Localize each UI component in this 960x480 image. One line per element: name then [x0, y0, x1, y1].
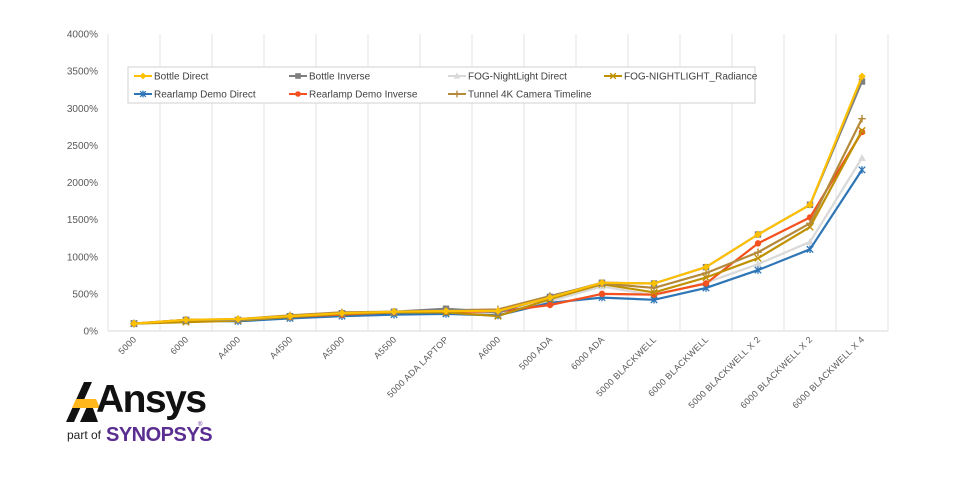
ansys-wordmark: Ansys [96, 378, 207, 421]
data-point [390, 307, 398, 316]
x-tick-label: 5000 [116, 334, 138, 356]
data-point [598, 278, 606, 287]
data-point [338, 309, 346, 317]
data-point [453, 90, 461, 98]
registered-mark: ® [198, 422, 203, 428]
data-point [858, 153, 866, 161]
data-point [754, 230, 762, 239]
data-point [806, 237, 814, 245]
data-point [139, 90, 147, 98]
legend-item: FOG-NightLight Direct [448, 72, 567, 83]
data-point [182, 316, 190, 324]
series-lines [130, 72, 866, 328]
x-tick-label: A5500 [372, 334, 399, 361]
series-line [132, 129, 864, 325]
legend: Bottle Direct Bottle Inverse FOG-NightLigh… [127, 66, 758, 104]
legend-item: Tunnel 4K Camera Timeline [448, 90, 592, 101]
x-tick-label: A6000 [476, 334, 503, 361]
x-tick-label: 5000 ADA [517, 334, 554, 371]
legend-item: Rearlamp Demo Direct [134, 90, 256, 101]
data-point [806, 200, 814, 209]
y-tick-label: 2000% [67, 178, 98, 189]
legend-label: Bottle Direct [154, 72, 209, 83]
legend-label: Bottle Inverse [309, 72, 371, 83]
data-point [546, 293, 554, 302]
series-line [132, 156, 864, 325]
series-fog-nightlight-direct [130, 153, 866, 327]
data-point [702, 280, 710, 287]
data-point [858, 126, 866, 135]
legend-box [127, 66, 756, 104]
y-tick-label: 500% [72, 289, 98, 300]
x-tick-label: A4500 [268, 334, 295, 361]
x-tick-label: 6000 [168, 334, 190, 356]
legend-item: FOG-NIGHTLIGHT_Radiance [604, 72, 758, 83]
y-tick-label: 3000% [67, 104, 98, 115]
legend-label: Tunnel 4K Camera Timeline [468, 90, 592, 101]
series-line [132, 130, 864, 325]
y-axis-tick-labels: 0% 500% 1000% 1500% 2000% 2500% 3000% 3500% 4000… [67, 30, 98, 338]
data-point [806, 219, 814, 228]
synopsys-wordmark: SYNOPSYS [106, 424, 213, 446]
y-tick-label: 0% [84, 327, 99, 338]
series-bottle-direct [130, 72, 866, 328]
series-line [132, 75, 864, 325]
y-tick-label: 1500% [67, 215, 98, 226]
series-fog-nightlight-radiance [130, 126, 866, 328]
series-line [132, 117, 864, 325]
data-point [754, 248, 762, 257]
data-point [754, 240, 762, 247]
data-point [234, 315, 242, 323]
data-point [650, 279, 658, 288]
data-point [598, 290, 606, 298]
y-tick-label: 1000% [67, 252, 98, 263]
y-tick-label: 2500% [67, 141, 98, 152]
part-of-label: part of [67, 428, 102, 442]
data-point [295, 91, 301, 97]
data-point [754, 254, 762, 262]
series-tunnel-4k-camera-timeline [130, 114, 866, 328]
data-point [754, 266, 762, 274]
legend-label: FOG-NIGHTLIGHT_Radiance [624, 72, 758, 83]
legend-label: FOG-NightLight Direct [468, 72, 567, 83]
x-tick-label: 6000 ADA [569, 334, 606, 371]
x-tick-label: A4000 [216, 334, 243, 361]
data-point [858, 78, 866, 85]
series-bottle-inverse [130, 78, 866, 327]
data-point [609, 72, 617, 80]
x-tick-label: A5000 [320, 334, 347, 361]
ansys-chevron-icon [66, 382, 100, 422]
data-point [130, 319, 138, 328]
data-point [702, 273, 710, 282]
data-point [858, 114, 866, 123]
data-point [295, 73, 301, 79]
data-point [858, 72, 866, 81]
legend-label: Rearlamp Demo Inverse [309, 90, 418, 101]
data-point [286, 312, 294, 320]
y-tick-label: 4000% [67, 30, 98, 41]
data-point [546, 301, 554, 309]
y-tick-label: 3500% [67, 67, 98, 78]
data-point [139, 72, 147, 80]
data-point [650, 288, 658, 297]
legend-item: Bottle Inverse [289, 72, 371, 83]
data-point [453, 72, 461, 79]
data-point [702, 263, 710, 271]
legend-item: Rearlamp Demo Inverse [289, 90, 418, 101]
data-point [858, 166, 866, 174]
data-point [806, 245, 814, 254]
data-point [754, 260, 762, 268]
legend-label: Rearlamp Demo Direct [154, 90, 256, 101]
legend-item: Bottle Direct [134, 72, 209, 83]
series-rearlamp-demo-inverse [130, 128, 866, 327]
data-point [442, 307, 450, 315]
series-line [132, 80, 864, 325]
data-point [494, 307, 502, 315]
